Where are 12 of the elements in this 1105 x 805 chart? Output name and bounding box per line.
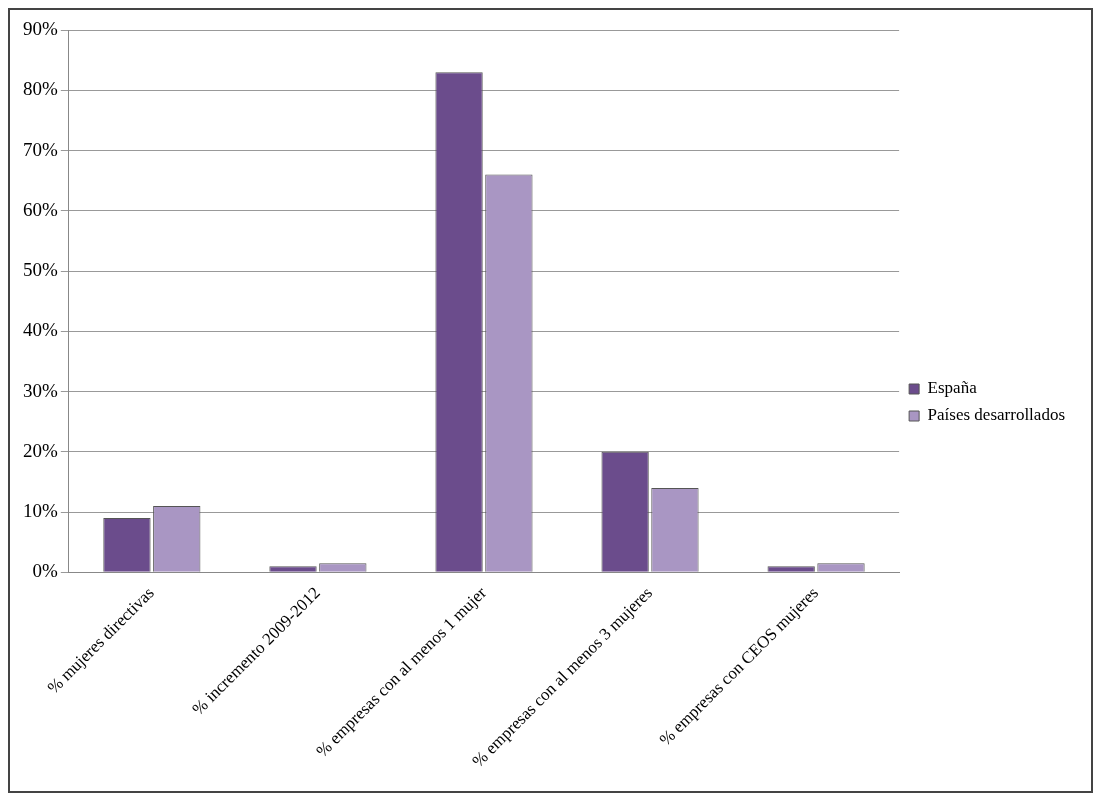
y-tick-label: 20% — [23, 439, 58, 461]
y-tick-label: 0% — [32, 560, 58, 582]
y-tick-label: 50% — [23, 259, 58, 281]
y-tick-label: 70% — [23, 138, 58, 160]
y-tick-label: 60% — [23, 198, 58, 220]
y-tick-label: 40% — [23, 319, 58, 341]
legend-label: España — [927, 378, 978, 398]
y-tick-label: 80% — [23, 78, 58, 100]
y-tick-label: 30% — [23, 379, 58, 401]
y-tick-label: 10% — [23, 500, 58, 522]
legend-label: Países desarrollados — [927, 405, 1065, 425]
y-tick-label: 90% — [23, 17, 58, 39]
